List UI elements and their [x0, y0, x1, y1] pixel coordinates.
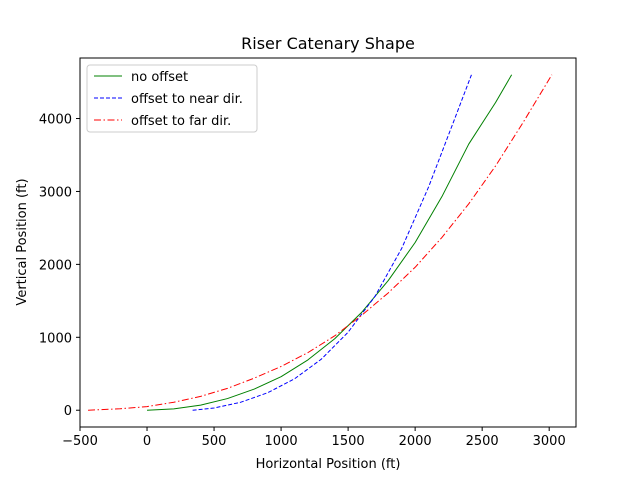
- legend-label-3: offset to far dir.: [131, 114, 231, 129]
- y-tick-label: 1000: [39, 331, 72, 346]
- y-tick-label: 4000: [39, 113, 72, 128]
- x-tick-label: 3000: [533, 434, 566, 449]
- y-tick-label: 2000: [39, 258, 72, 273]
- y-axis-label: Vertical Position (ft): [15, 178, 30, 305]
- x-axis-label: Horizontal Position (ft): [256, 457, 401, 472]
- legend: no offset offset to near dir. offset to fa…: [86, 64, 258, 133]
- axes-frame: [79, 57, 577, 428]
- x-tick-label: 500: [202, 434, 227, 449]
- x-tick-label: 2500: [466, 434, 499, 449]
- x-tick-label: 2000: [399, 434, 432, 449]
- x-tick-label: 1000: [265, 434, 298, 449]
- plot-area: [88, 74, 553, 411]
- series-line-2: [192, 74, 472, 411]
- x-tick-label: 0: [143, 434, 151, 449]
- y-tick-label: 3000: [39, 185, 72, 200]
- y-tick-label: 0: [64, 404, 72, 419]
- chart-title: Riser Catenary Shape: [241, 34, 415, 53]
- x-tick-label: −500: [62, 434, 98, 449]
- legend-label-2: offset to near dir.: [131, 92, 243, 107]
- legend-label-1: no offset: [131, 70, 188, 85]
- series-line-1: [147, 74, 513, 411]
- legend-box: [86, 64, 258, 133]
- x-tick-label: 1500: [332, 434, 365, 449]
- series-line-3: [88, 74, 553, 411]
- axis-ticks: −500 0 500 1000 1500 2000 2500 3000 0 1000 2000 300…: [39, 113, 566, 449]
